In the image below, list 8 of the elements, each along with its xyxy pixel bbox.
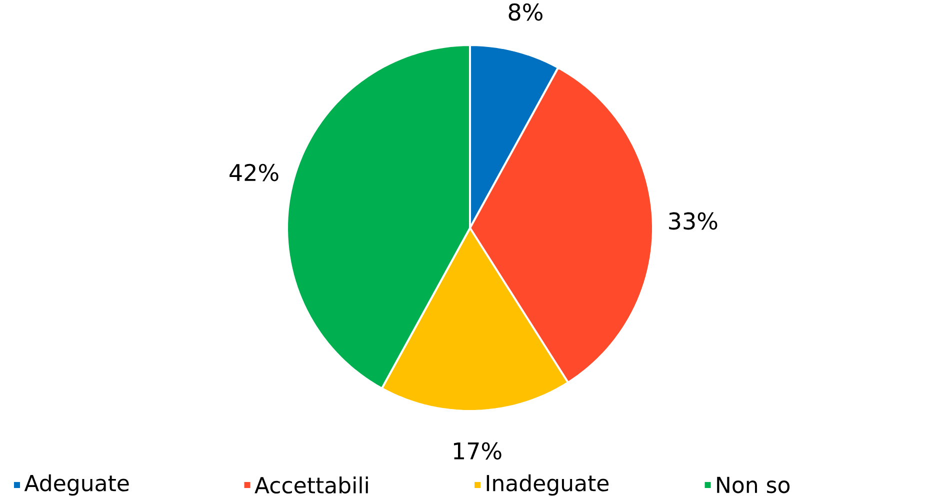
legend-label: Non so (717, 476, 790, 494)
data-label: 8% (508, 3, 542, 21)
data-label: 33% (669, 212, 718, 230)
data-label: 17% (454, 442, 502, 460)
legend-label: Adeguate (24, 474, 129, 496)
data-label: 42% (230, 164, 278, 182)
legend-label: Accettabili (254, 476, 368, 494)
legend-label: Inadeguate (486, 474, 609, 496)
